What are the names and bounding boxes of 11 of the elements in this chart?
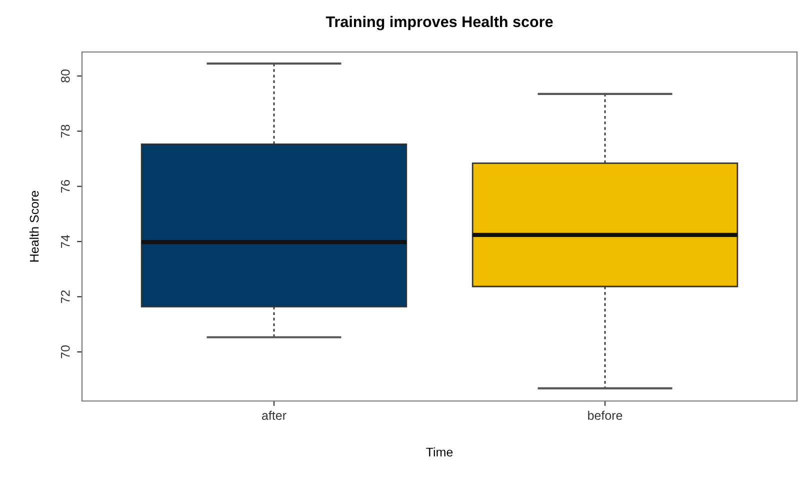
x-tick-label: before	[588, 410, 622, 420]
y-tick-label: 74	[61, 234, 70, 248]
y-tick-label: 76	[60, 180, 70, 193]
y-tick-label: 80	[60, 70, 70, 82]
y-axis-title: Health Score	[30, 190, 39, 262]
y-tick-label: 72	[60, 290, 70, 304]
x-tick-label: after	[262, 410, 286, 420]
x-axis-title: Time	[426, 447, 453, 457]
chart-title: Training improves Health score	[326, 16, 553, 30]
y-tick-label: 78	[60, 124, 70, 138]
y-tick-label: 70	[60, 345, 70, 358]
